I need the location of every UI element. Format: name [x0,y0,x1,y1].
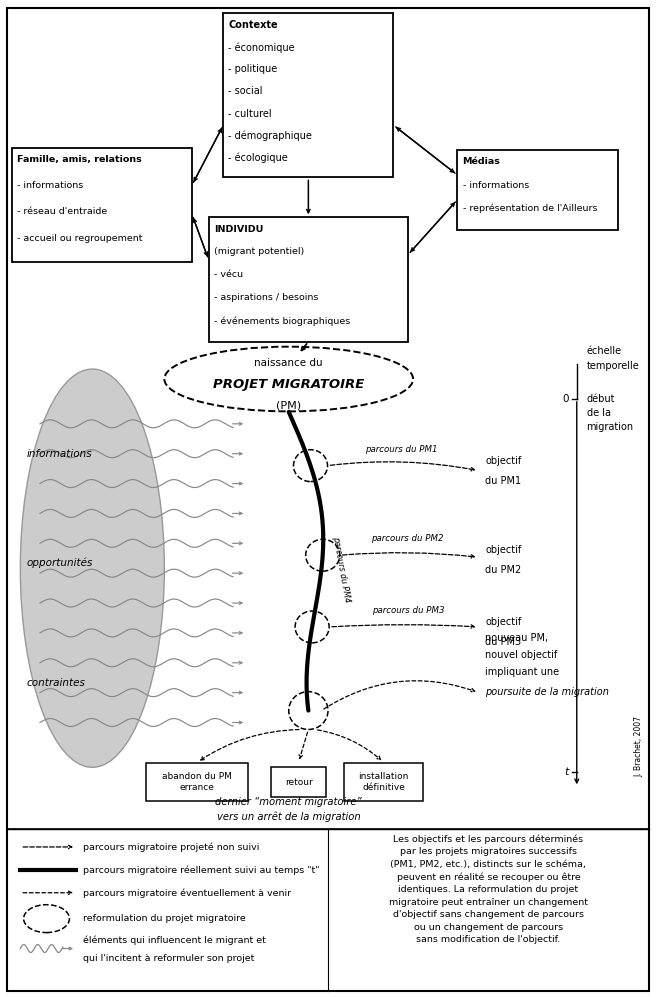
Text: nouveau PM,: nouveau PM, [485,633,548,643]
Text: échelle: échelle [586,346,622,356]
Text: qui l'incitent à reformuler son projet: qui l'incitent à reformuler son projet [83,954,254,963]
Text: t: t [565,768,569,778]
Text: dernier “moment migratoire”: dernier “moment migratoire” [215,798,362,808]
FancyBboxPatch shape [12,148,192,262]
Text: Contexte: Contexte [228,20,278,30]
Text: (PM): (PM) [276,401,301,411]
Text: J. Brachet, 2007: J. Brachet, 2007 [634,716,644,778]
Text: - économique: - économique [228,42,295,53]
Text: 0: 0 [562,394,569,404]
Text: - informations: - informations [18,181,83,190]
Text: PROJET MIGRATOIRE: PROJET MIGRATOIRE [213,378,364,391]
Text: contraintes: contraintes [27,678,86,688]
Text: INDIVIDU: INDIVIDU [214,224,263,233]
Text: parcours migratoire réellement suivi au temps "t": parcours migratoire réellement suivi au … [83,865,319,874]
Text: - social: - social [228,87,263,97]
Text: du PM3: du PM3 [485,637,522,647]
FancyBboxPatch shape [7,830,649,991]
Text: - culturel: - culturel [228,109,272,119]
Text: du PM1: du PM1 [485,476,522,486]
Text: de la: de la [586,408,611,418]
Text: Les objectifs et les parcours déterminés
par les projets migratoires successifs
: Les objectifs et les parcours déterminés… [389,834,588,944]
FancyBboxPatch shape [146,764,248,802]
Text: objectif: objectif [485,617,522,627]
Text: - accueil ou regroupement: - accueil ou regroupement [18,233,143,242]
Text: - réseau d'entraide: - réseau d'entraide [18,207,108,216]
Ellipse shape [20,369,165,768]
Text: nouvel objectif: nouvel objectif [485,650,558,660]
Text: parcours du PM4: parcours du PM4 [331,535,352,603]
Text: naissance du: naissance du [255,358,323,368]
Text: migration: migration [586,422,634,432]
Text: - aspirations / besoins: - aspirations / besoins [214,293,318,302]
Text: - événements biographiques: - événements biographiques [214,316,350,326]
Text: - politique: - politique [228,65,277,75]
Text: du PM2: du PM2 [485,565,522,575]
Text: parcours migratoire éventuellement à venir: parcours migratoire éventuellement à ven… [83,888,291,897]
FancyBboxPatch shape [223,13,394,177]
Text: - démographique: - démographique [228,131,312,141]
Text: début: début [586,394,615,404]
Text: objectif: objectif [485,456,522,466]
Text: parcours du PM1: parcours du PM1 [365,445,438,454]
FancyBboxPatch shape [271,768,327,798]
Text: parcours du PM2: parcours du PM2 [371,534,443,543]
Text: éléments qui influencent le migrant et: éléments qui influencent le migrant et [83,936,266,945]
FancyBboxPatch shape [344,764,423,802]
Text: Médias: Médias [462,158,501,166]
Text: vers un arrêt de la migration: vers un arrêt de la migration [217,812,361,823]
FancyBboxPatch shape [457,150,618,229]
Text: poursuite de la migration: poursuite de la migration [485,687,609,697]
Text: - écologique: - écologique [228,153,288,164]
Text: retour: retour [285,778,312,787]
Text: reformulation du projet migratoire: reformulation du projet migratoire [83,914,245,923]
Text: installation
définitive: installation définitive [358,773,409,793]
Text: parcours du PM3: parcours du PM3 [372,606,445,615]
Text: abandon du PM
errance: abandon du PM errance [162,773,232,793]
Text: - vécu: - vécu [214,270,243,279]
Text: - représentation de l'Ailleurs: - représentation de l'Ailleurs [462,203,597,213]
FancyBboxPatch shape [209,217,408,342]
Text: temporelle: temporelle [586,361,640,371]
Text: parcours migratoire projeté non suivi: parcours migratoire projeté non suivi [83,842,259,851]
Text: informations: informations [27,449,92,459]
Text: Famille, amis, relations: Famille, amis, relations [18,156,142,165]
Text: (migrant potentiel): (migrant potentiel) [214,247,304,256]
Text: impliquant une: impliquant une [485,667,559,677]
Text: opportunités: opportunités [27,558,93,568]
Text: objectif: objectif [485,545,522,555]
Text: - informations: - informations [462,180,529,189]
